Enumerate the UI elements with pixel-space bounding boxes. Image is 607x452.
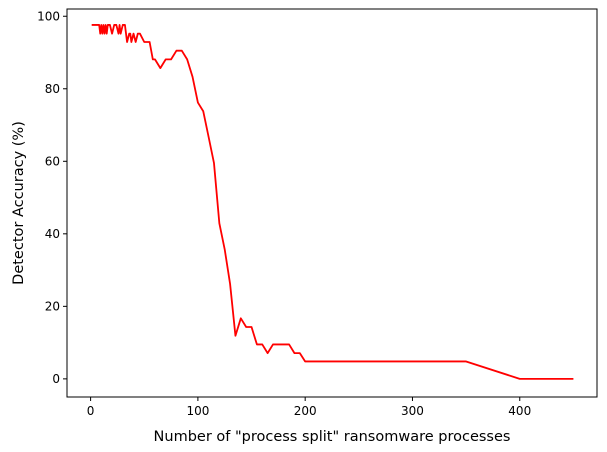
y-tick-label: 60 — [45, 154, 60, 168]
x-tick-label: 100 — [186, 404, 209, 418]
y-tick-label: 40 — [45, 227, 60, 241]
series-layer — [91, 24, 574, 380]
x-tick-label: 400 — [508, 404, 531, 418]
series-line-0 — [91, 24, 574, 380]
x-axis-ticks: 0 100 200 300 400 — [87, 397, 531, 418]
plot-area — [66, 8, 598, 398]
y-axis-ticks: 0 20 40 60 80 100 — [37, 9, 67, 386]
y-axis-label: Detector Accuracy (%) — [11, 121, 27, 285]
y-tick-label: 100 — [37, 9, 60, 23]
y-tick-label: 80 — [45, 82, 60, 96]
y-tick-label: 20 — [45, 299, 60, 313]
x-axis-label: Number of "process split" ransomware pro… — [154, 429, 511, 445]
x-tick-label: 200 — [294, 404, 317, 418]
x-tick-label: 300 — [401, 404, 424, 418]
x-tick-label: 0 — [87, 404, 95, 418]
plot-frame — [66, 8, 598, 398]
y-tick-label: 0 — [52, 372, 60, 386]
